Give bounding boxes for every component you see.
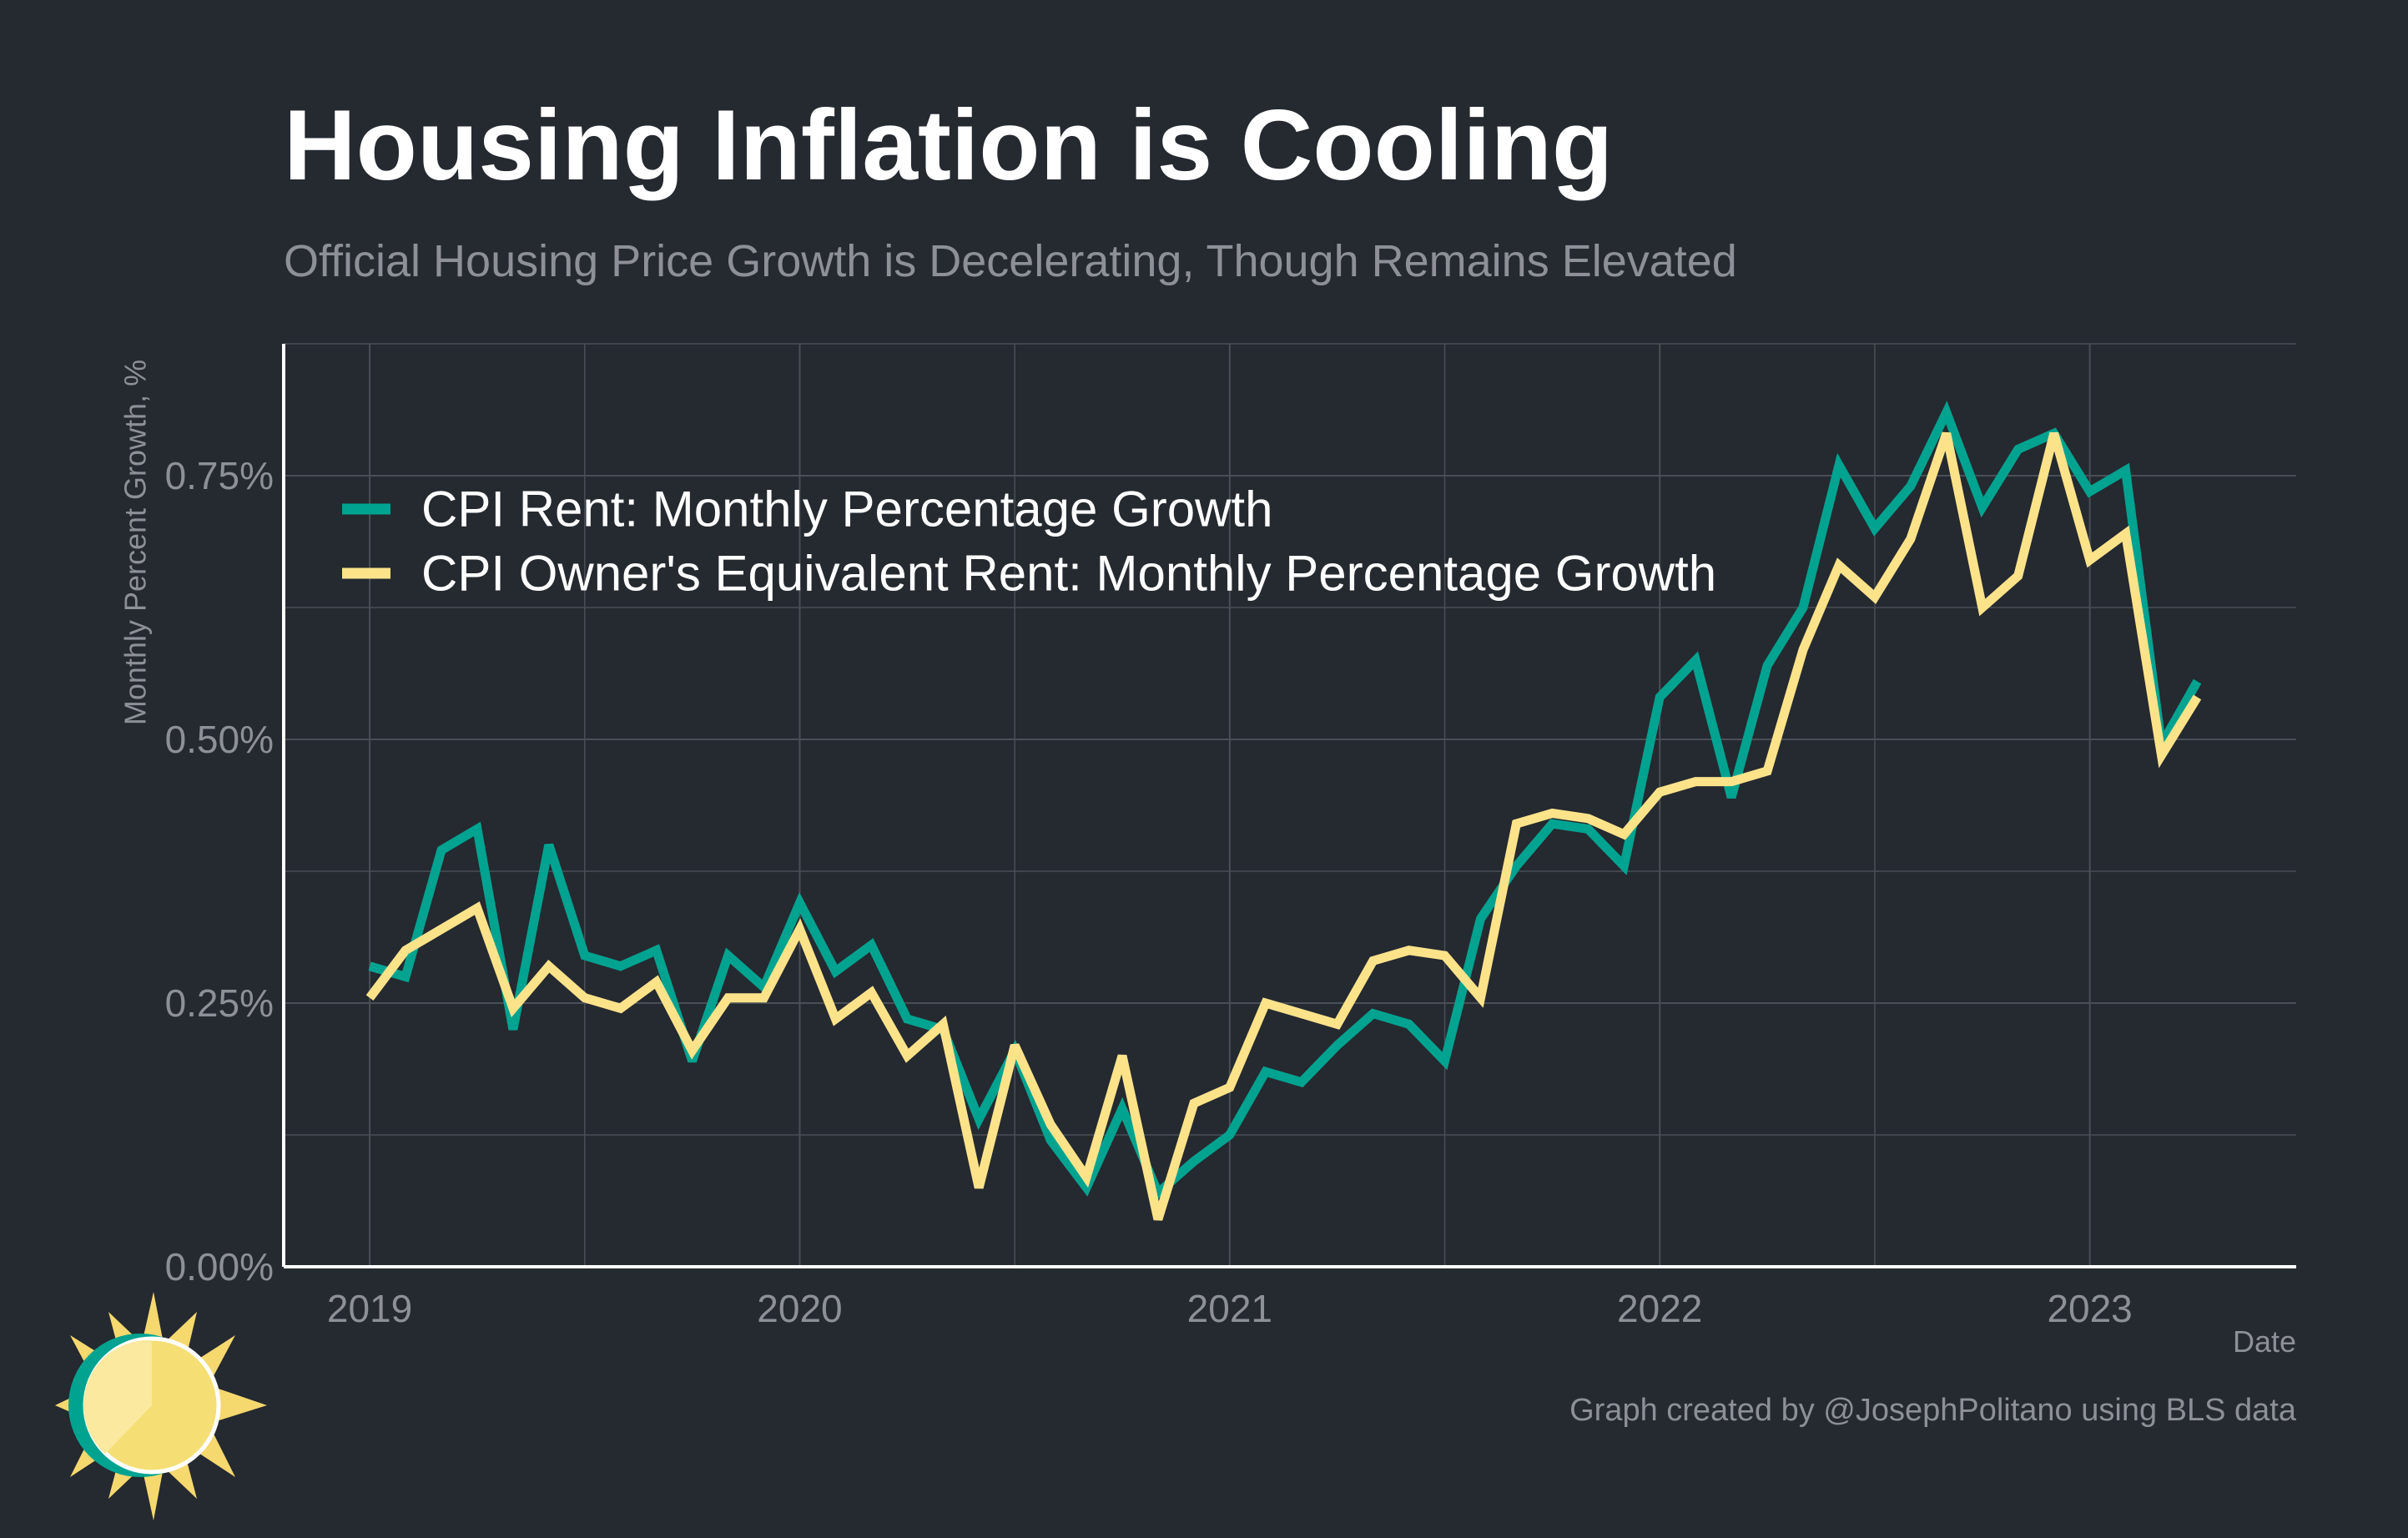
sun-logo — [55, 1292, 267, 1520]
legend-label-rent: CPI Rent: Monthly Percentage Growth — [421, 482, 1272, 537]
series-line-oer — [365, 431, 2202, 1221]
y-tick-label: 0.50% — [165, 718, 274, 761]
series-layer — [365, 401, 2202, 1221]
x-tick-label: 2023 — [2047, 1287, 2132, 1330]
x-tick-label: 2021 — [1187, 1287, 1272, 1330]
x-tick-labels: 2019 2020 2021 2022 2023 — [327, 1287, 2133, 1330]
sun-shade-icon — [83, 1339, 152, 1454]
y-tick-label: 0.25% — [165, 981, 274, 1025]
x-tick-label: 2019 — [327, 1287, 412, 1330]
legend-label-oer: CPI Owner's Equivalent Rent: Monthly Per… — [421, 546, 1716, 602]
y-tick-label: 0.75% — [165, 454, 274, 497]
y-axis-title: Monthly Percent Growth, % — [118, 360, 153, 725]
series-line-rent — [368, 401, 2202, 1201]
y-tick-label: 0.00% — [165, 1245, 274, 1288]
grid-lines — [284, 343, 2296, 1268]
y-tick-labels: 0.00% 0.25% 0.50% 0.75% — [165, 454, 274, 1288]
x-tick-label: 2022 — [1617, 1287, 1702, 1330]
x-axis-title: Date — [2233, 1324, 2296, 1359]
chart-subtitle: Official Housing Price Growth is Deceler… — [284, 236, 1737, 286]
legend: CPI Rent: Monthly Percentage Growth CPI … — [342, 482, 1716, 602]
x-tick-label: 2020 — [757, 1287, 842, 1330]
chart-title: Housing Inflation is Cooling — [284, 89, 1614, 201]
source-caption: Graph created by @JosephPolitano using B… — [1569, 1393, 2297, 1428]
